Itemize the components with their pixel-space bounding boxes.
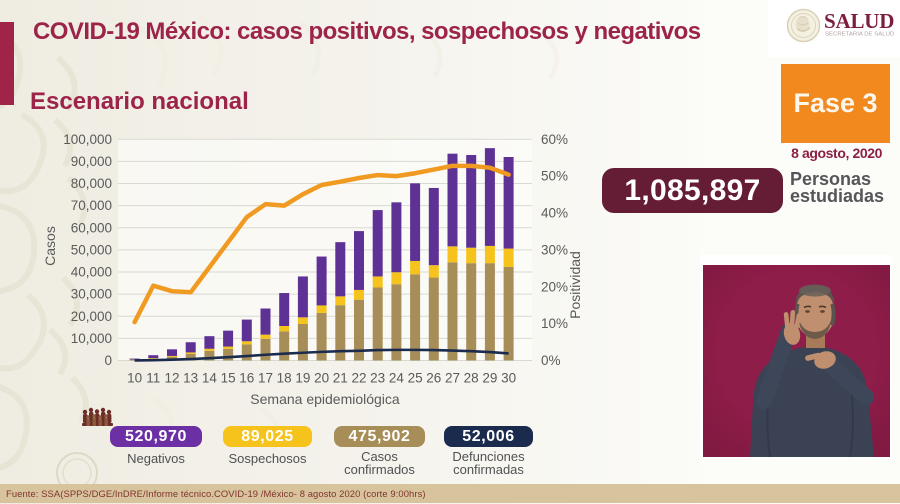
svg-text:50,000: 50,000 xyxy=(71,242,112,257)
svg-text:70,000: 70,000 xyxy=(71,198,112,213)
svg-text:14: 14 xyxy=(202,371,218,386)
svg-text:20,000: 20,000 xyxy=(71,309,112,324)
svg-text:28: 28 xyxy=(464,371,479,386)
svg-text:19: 19 xyxy=(295,371,310,386)
svg-text:12: 12 xyxy=(164,371,179,386)
svg-text:100,000: 100,000 xyxy=(63,132,112,147)
svg-text:20%: 20% xyxy=(541,279,568,294)
svg-text:29: 29 xyxy=(482,371,497,386)
svg-text:40%: 40% xyxy=(541,206,568,221)
svg-text:15: 15 xyxy=(221,371,236,386)
svg-text:18: 18 xyxy=(277,371,292,386)
svg-text:27: 27 xyxy=(445,371,460,386)
svg-text:24: 24 xyxy=(389,371,405,386)
svg-text:10%: 10% xyxy=(541,316,568,331)
svg-text:11: 11 xyxy=(146,371,160,386)
svg-text:0: 0 xyxy=(104,353,112,368)
svg-text:60%: 60% xyxy=(541,132,568,147)
svg-text:10: 10 xyxy=(127,371,142,386)
svg-text:17: 17 xyxy=(258,371,273,386)
svg-text:30%: 30% xyxy=(541,242,568,257)
svg-text:0%: 0% xyxy=(541,353,561,368)
svg-text:16: 16 xyxy=(239,371,254,386)
svg-text:26: 26 xyxy=(426,371,441,386)
svg-text:60,000: 60,000 xyxy=(71,220,112,235)
svg-text:50%: 50% xyxy=(541,169,568,184)
svg-text:Semana epidemiológica: Semana epidemiológica xyxy=(250,391,400,407)
svg-text:Casos: Casos xyxy=(42,226,58,266)
svg-text:40,000: 40,000 xyxy=(71,265,112,280)
svg-text:90,000: 90,000 xyxy=(71,154,112,169)
svg-text:23: 23 xyxy=(370,371,385,386)
svg-text:30: 30 xyxy=(501,371,516,386)
svg-text:22: 22 xyxy=(351,371,366,386)
svg-text:21: 21 xyxy=(333,371,348,386)
svg-text:25: 25 xyxy=(408,371,423,386)
svg-text:80,000: 80,000 xyxy=(71,176,112,191)
svg-text:20: 20 xyxy=(314,371,329,386)
svg-text:Positividad: Positividad xyxy=(567,251,583,319)
svg-text:10,000: 10,000 xyxy=(71,331,112,346)
svg-text:30,000: 30,000 xyxy=(71,287,112,302)
svg-text:13: 13 xyxy=(183,371,198,386)
